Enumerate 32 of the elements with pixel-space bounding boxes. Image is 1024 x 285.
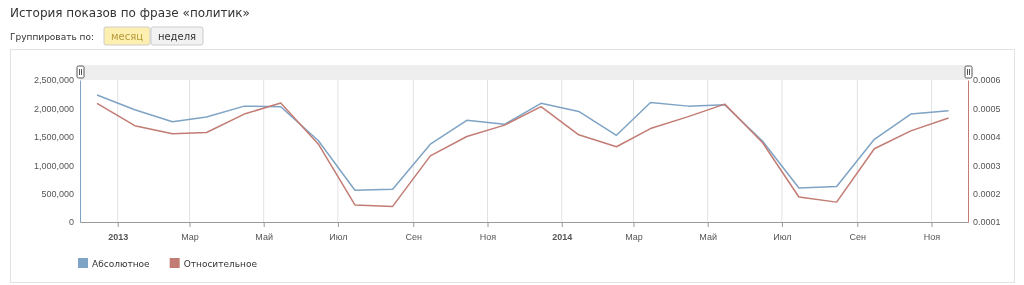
x-tick-label: Ноя [479, 231, 497, 242]
y2-tick-label: 0.0005 [973, 103, 1001, 114]
x-tick-label: Мар [625, 231, 643, 242]
legend-label: Абсолютное [92, 258, 151, 269]
x-tick-label: 2014 [552, 231, 573, 242]
x-tick-label: Мар [181, 231, 199, 242]
y2-tick-label: 0.0006 [973, 75, 1001, 86]
y2-tick-label: 0.0003 [973, 160, 1001, 171]
line-series [96, 102, 950, 208]
line-series [96, 94, 950, 191]
x-tick-label: 2013 [108, 231, 129, 242]
y-tick-label: 1,000,000 [33, 160, 74, 171]
y2-tick-label: 0.0002 [973, 188, 1001, 199]
legend-label: Относительное [183, 258, 258, 269]
x-tick-label: Май [699, 231, 717, 242]
chart-title: История показов по фразе «политик» [10, 6, 250, 20]
text: неделя [157, 31, 197, 42]
x-tick-label: Сен [849, 231, 867, 242]
y2-tick-label: 0.0001 [973, 217, 1001, 228]
y-tick-label: 2,500,000 [33, 75, 74, 86]
text: Группировать по: [10, 32, 95, 42]
x-tick-label: Июл [773, 231, 792, 242]
y-tick-label: 0 [68, 217, 74, 228]
x-tick-label: Ноя [923, 231, 941, 242]
y-tick-label: 2,000,000 [33, 103, 74, 114]
x-tick-label: Май [255, 231, 273, 242]
x-tick-label: Июл [329, 231, 348, 242]
text: месяц [110, 31, 144, 42]
y2-tick-label: 0.0004 [973, 132, 1001, 143]
y-tick-label: 1,500,000 [33, 132, 74, 143]
y-tick-label: 500,000 [41, 188, 74, 199]
x-tick-label: Сен [405, 231, 423, 242]
